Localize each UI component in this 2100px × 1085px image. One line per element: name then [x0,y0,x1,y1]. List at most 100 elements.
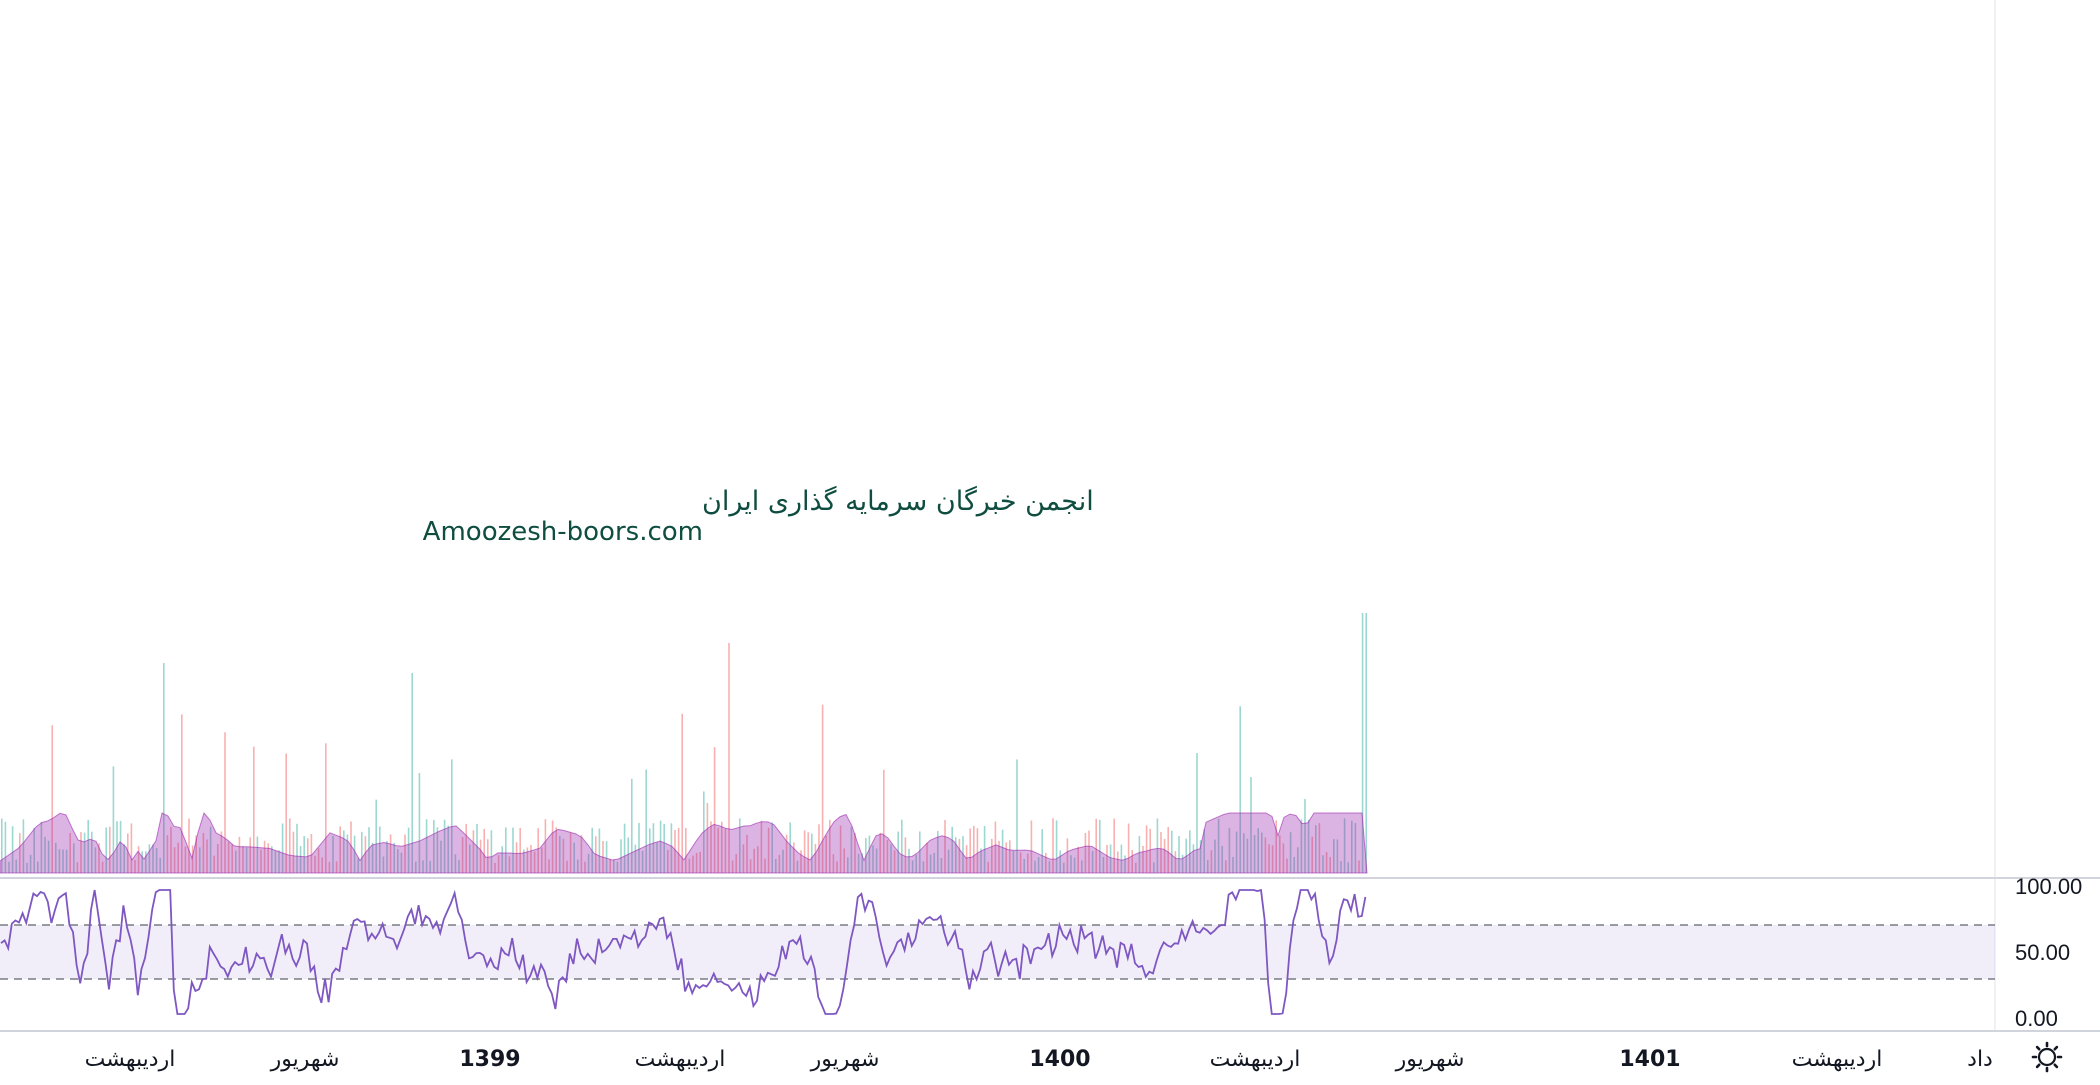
volume-bar [929,854,932,873]
volume-bar [1243,833,1245,873]
volume-bar [364,836,367,873]
volume-bar [148,844,151,873]
volume-bar [829,819,831,873]
volume-bar [1142,845,1144,873]
volume-bar [901,819,903,873]
volume-bar [911,860,914,873]
volume-bar [152,844,154,873]
volume-bar [1189,830,1191,873]
volume-bar [1001,829,1004,873]
volume-bar [415,861,417,873]
volume-bar [836,861,838,873]
rsi-tick-label: 100.00 [2015,874,2082,899]
volume-bar [433,819,435,873]
volume-bar [1163,838,1166,873]
volume-bar [461,837,464,873]
volume-bar [955,837,957,873]
volume-bar [281,823,284,873]
volume-bar [875,848,878,873]
volume-bar [1138,835,1141,873]
volume-bar [476,823,478,873]
volume-bar [231,844,233,873]
volume-bar [724,828,727,873]
volume-bar [1264,837,1267,873]
volume-bar [641,850,644,873]
volume-bar [803,830,806,873]
volume-bar [526,847,529,873]
volume-bar [317,848,320,873]
volume-bar [508,856,511,873]
watermark-persian: انجمن خبرگان سرمایه گذاری ایران [702,485,1094,517]
volume-bar [890,844,892,873]
volume-bar [357,858,359,873]
volume-bar [1282,843,1285,873]
volume-bar [1181,854,1184,873]
volume-bar [1102,857,1105,873]
volume-bar [379,826,381,873]
volume-bar [706,802,709,873]
volume-bar [1149,828,1151,873]
volume-bar [22,819,25,873]
volume-bar [569,832,572,873]
volume-bar [447,825,449,873]
volume-bar [555,827,557,873]
volume-bar [163,663,165,873]
volume-bar [1275,820,1277,873]
volume-bar [559,835,561,873]
volume-bar [1286,858,1288,873]
volume-bar [814,843,817,873]
volume-bar [1271,845,1274,873]
volume-bar [8,861,10,873]
volume-bar [220,831,223,873]
volume-bar [800,850,802,873]
volume-bar [292,831,295,873]
volume-bar [713,747,716,873]
volume-bar [1347,862,1349,873]
volume-bar [692,855,694,873]
volume-bar [181,714,183,873]
volume-bar [199,847,201,873]
volume-bar [389,834,392,873]
volume-bar [893,850,896,873]
volume-bar [375,799,377,873]
volume-bar [469,844,471,873]
volume-bar [73,843,75,873]
rsi-tick-label: 0.00 [2015,1006,2058,1031]
time-axis[interactable]: اردیبهشت شهریور 1399 اردیبهشت شهریور 1400 اردی… [85,1047,1993,1072]
gear-icon[interactable] [2031,1041,2063,1073]
volume-bar [825,835,827,873]
rsi-path [0,888,1367,1015]
volume-bar [501,846,503,873]
volume-bar [69,832,71,873]
volume-bar [1225,860,1227,873]
volume-bar [965,845,968,873]
volume-bar [1109,844,1112,873]
volume-bar [1106,844,1108,873]
volume-bar [65,849,68,873]
volume-bar [1174,851,1177,873]
volume-bar [1315,825,1317,873]
volume-bar [580,835,583,873]
volume-bar [425,819,428,873]
volume-bar [26,862,28,873]
volume-bar [674,830,676,873]
volume-bar [314,855,316,873]
time-axis-label: شهریور [270,1047,340,1072]
volume-bar [249,837,251,873]
volume-bar [353,835,356,873]
volume-bar [332,835,334,873]
rsi-axis[interactable]: 100.00 50.00 0.00 [2015,874,2082,1031]
volume-bar [1037,857,1040,873]
volume-bar [832,854,835,873]
volume-bar [227,841,230,873]
volume-bar [242,846,244,873]
volume-bar [1250,776,1252,873]
volume-bar [620,839,622,873]
volume-bar [1311,836,1313,873]
volume-bar [1210,850,1213,873]
volume-bar [1239,706,1241,873]
volume-bar [361,831,363,873]
volume-bar [728,643,730,873]
volume-ma-area [0,811,1368,874]
